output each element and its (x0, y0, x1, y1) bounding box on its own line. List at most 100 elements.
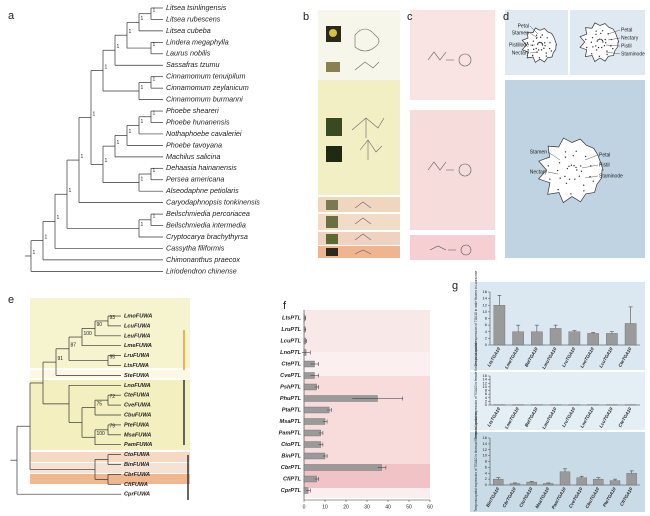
flower-dot (538, 57, 541, 59)
y-axis-title: Temporal-spatial expression of TGA10 in … (474, 270, 478, 366)
bar (609, 480, 621, 486)
species-label: Lindera megaphylla (166, 37, 229, 46)
flower-dot (595, 33, 597, 36)
gene-label: CprFUWA (124, 492, 150, 498)
part-label: Staminode (621, 51, 645, 57)
y-tick-label: 10 (483, 453, 488, 458)
flower-dot (582, 184, 585, 186)
bar (303, 418, 326, 425)
support-value: 90 (97, 322, 103, 328)
flower-diagram (521, 27, 558, 63)
category-label: PhuPTL (280, 396, 302, 402)
error-bar (306, 488, 311, 493)
error-bar (322, 419, 328, 424)
category-label: LnoPTL (280, 350, 301, 356)
flower-dot (539, 36, 542, 39)
flower-dot (604, 38, 606, 41)
support-value: 1 (153, 111, 156, 117)
category-label: LcuPTL (280, 338, 301, 344)
species-label: Litsea cubeba (166, 26, 211, 35)
error-bar (591, 332, 596, 334)
y-tick-label: 2 (485, 398, 488, 403)
support-value: 1 (117, 140, 120, 146)
y-tick-label: 4 (485, 395, 488, 400)
gene-label: BinFUWA (124, 462, 149, 468)
y-tick-label: 0 (485, 342, 488, 347)
bar (568, 331, 581, 346)
y-tick-label: 2 (485, 476, 488, 481)
error-bar (304, 327, 306, 332)
species-label: Chimonanthus praecox (166, 255, 240, 264)
flower-dot (535, 37, 538, 39)
flower-dot (590, 41, 593, 44)
flower-dot (568, 165, 570, 168)
support-value: 1 (141, 119, 144, 125)
flower-dot (531, 54, 534, 57)
species-label: Cryptocarya brachythyrsa (166, 232, 248, 241)
gene-label: LtsFUWA (124, 363, 149, 369)
panel-label: b (303, 11, 309, 23)
category-label: PshPTL (280, 384, 301, 390)
y-tick-label: 4 (485, 329, 488, 334)
support-value: 1 (57, 215, 60, 221)
flower-dot (541, 44, 544, 46)
error-bar (310, 373, 319, 378)
flower-dot (606, 50, 608, 52)
flower-dot (556, 169, 559, 172)
bar (587, 333, 599, 346)
flower-dot (549, 42, 551, 44)
species-label: Dehaasia hainanensis (166, 163, 237, 172)
flower-dot (592, 46, 594, 48)
flower-dot (597, 39, 599, 41)
flower-dot (610, 45, 612, 47)
flower-dot (606, 53, 608, 56)
error-bar (596, 477, 601, 480)
y-axis-title: Temporal-spatial expression of TGA10 in … (474, 341, 478, 439)
flower-dot (549, 178, 551, 180)
species-label: Phoebe sheareri (166, 106, 219, 115)
error-bar (496, 477, 501, 480)
flower-dot (612, 48, 614, 50)
part-label: Nectary (530, 169, 548, 175)
error-bar (310, 362, 319, 366)
flower-dot (597, 46, 600, 49)
flower-dot (603, 45, 606, 47)
support-value: 1 (153, 76, 156, 82)
support-value: 1 (81, 154, 84, 160)
x-tick-label: 10 (322, 504, 328, 510)
category-label: CprPTL (281, 488, 302, 494)
support-value: 1 (141, 16, 144, 22)
part-label: Pistil (621, 43, 632, 49)
support-value: 1 (45, 234, 48, 240)
bar (549, 328, 562, 346)
error-bar (304, 316, 306, 320)
flower-dot (545, 55, 548, 57)
label-line (547, 171, 559, 175)
bar (303, 429, 321, 437)
y-tick-label: 16 (483, 373, 488, 378)
flower-dot (601, 39, 604, 42)
error-bar (546, 482, 551, 484)
category-label: BinPTL (281, 453, 301, 459)
panel-label: g (452, 280, 458, 292)
error-bar (377, 465, 387, 470)
flower-dot (532, 40, 535, 42)
flower-dot (541, 42, 543, 45)
flower-dot (545, 52, 547, 54)
flower-dot (535, 47, 537, 50)
support-value: 100 (97, 431, 106, 437)
bar (303, 464, 382, 471)
flower-dot (598, 55, 601, 58)
error-bar (579, 475, 584, 478)
species-label: Laurus nobilis (166, 49, 211, 58)
panel-label: f (283, 300, 287, 312)
x-tick-label: 0 (303, 504, 306, 510)
bar (303, 441, 321, 448)
y-tick-label: 0 (485, 402, 488, 407)
error-bar (322, 454, 328, 458)
bar (303, 406, 330, 414)
flower-dot (598, 38, 601, 40)
flower-dot (558, 162, 561, 164)
support-value: 1 (153, 168, 156, 174)
